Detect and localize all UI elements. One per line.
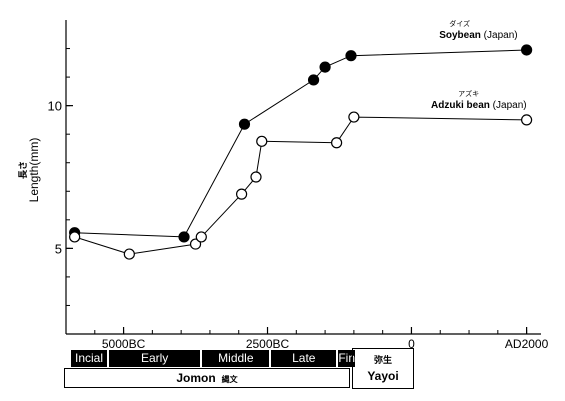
series-label-ruby: ダイズ bbox=[449, 19, 470, 28]
data-point bbox=[521, 44, 533, 56]
data-point bbox=[123, 248, 135, 260]
series-name: Soybean bbox=[439, 30, 481, 41]
series-label-0: Soybean (Japan) bbox=[439, 30, 517, 41]
data-point bbox=[178, 231, 190, 243]
data-point bbox=[348, 111, 360, 123]
series-region: (Japan) bbox=[481, 30, 518, 41]
data-point bbox=[345, 50, 357, 62]
x-tick-label: 5000BC bbox=[102, 337, 146, 351]
x-tick-label: AD2000 bbox=[505, 337, 549, 351]
y-tick-label: 5 bbox=[55, 241, 62, 256]
data-point bbox=[307, 74, 320, 86]
series-line-0 bbox=[74, 49, 527, 238]
series-line-1 bbox=[74, 116, 527, 255]
series-region: (Japan) bbox=[490, 100, 527, 111]
series-labels: Soybean (Japan) ダイズ Adzuki bean (Japan) アズキ bbox=[431, 19, 527, 111]
data-point bbox=[189, 238, 202, 250]
data-point bbox=[521, 114, 533, 126]
series-name: Adzuki bean bbox=[431, 100, 490, 111]
y-axis-label-jp: 長さ bbox=[18, 161, 28, 179]
data-point bbox=[256, 135, 268, 147]
data-point bbox=[238, 118, 251, 130]
axes: 5 10 5000BC 2500BC 0 AD2000 bbox=[48, 20, 549, 351]
y-tick-label: 10 bbox=[48, 99, 62, 114]
series-label-ruby: アズキ bbox=[458, 89, 479, 98]
x-tick-label: 2500BC bbox=[246, 337, 290, 351]
series-layer bbox=[69, 44, 533, 260]
y-axis-label: Length(mm) bbox=[27, 138, 41, 203]
data-point bbox=[331, 137, 343, 149]
data-point bbox=[69, 231, 81, 243]
data-point bbox=[195, 231, 207, 243]
data-point bbox=[319, 61, 331, 73]
series-label-1: Adzuki bean (Japan) bbox=[431, 100, 527, 111]
data-point bbox=[250, 171, 262, 183]
x-tick-label: 0 bbox=[408, 337, 415, 351]
data-point bbox=[236, 188, 248, 200]
